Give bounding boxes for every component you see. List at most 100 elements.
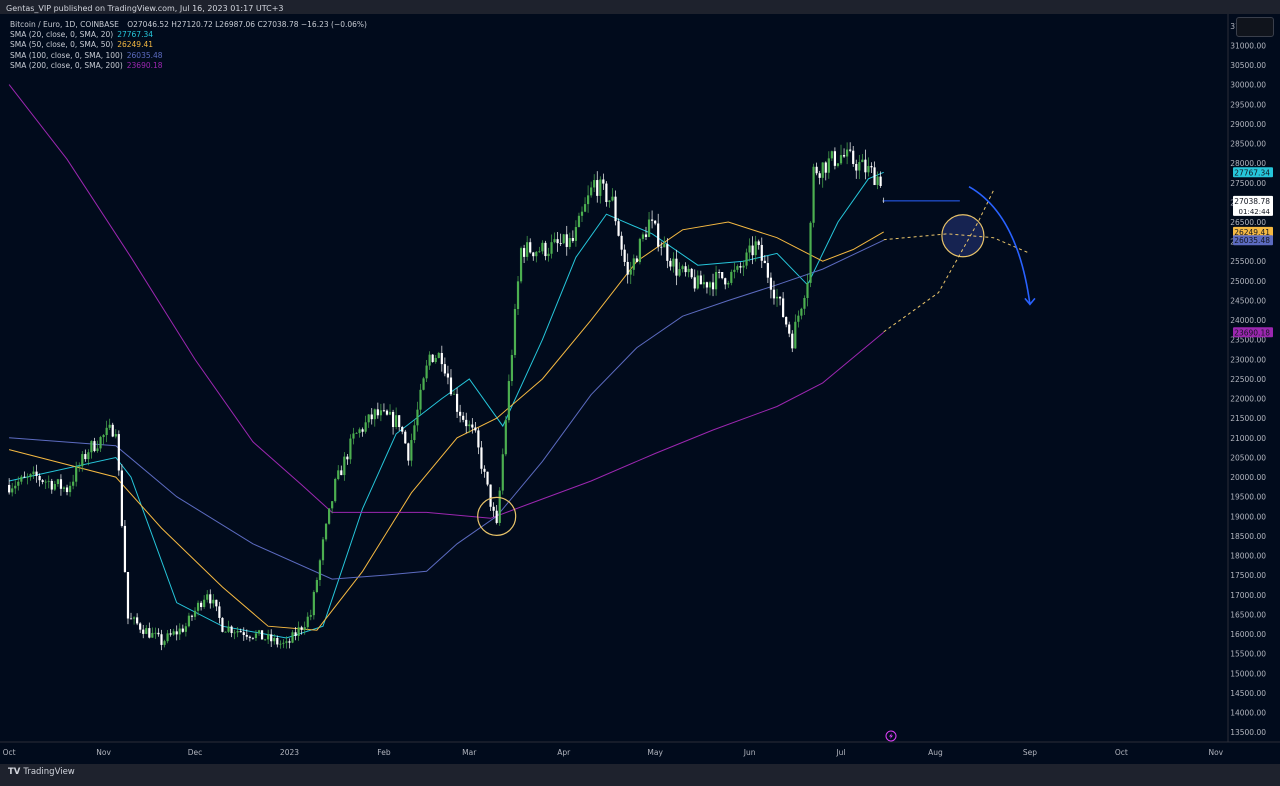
legend-sma100-row[interactable]: SMA (100, close, 0, SMA, 100) 26035.48	[10, 51, 367, 61]
candle[interactable]	[300, 625, 303, 635]
candle[interactable]	[775, 288, 779, 307]
candle[interactable]	[364, 415, 367, 434]
candle[interactable]	[742, 260, 745, 276]
candle[interactable]	[358, 427, 361, 438]
candle[interactable]	[711, 273, 715, 297]
candle[interactable]	[142, 624, 145, 639]
candle[interactable]	[242, 627, 245, 641]
candle[interactable]	[788, 321, 791, 338]
candle[interactable]	[166, 630, 169, 644]
candle[interactable]	[181, 624, 184, 633]
candle[interactable]	[678, 262, 681, 278]
candle[interactable]	[236, 627, 239, 638]
candle[interactable]	[620, 231, 623, 256]
candle[interactable]	[187, 612, 191, 628]
candle[interactable]	[163, 639, 166, 648]
candle[interactable]	[529, 238, 532, 254]
candle[interactable]	[26, 473, 29, 485]
candle[interactable]	[75, 461, 78, 487]
candle[interactable]	[306, 612, 309, 631]
candle[interactable]	[221, 617, 224, 633]
candle[interactable]	[288, 638, 291, 649]
candle[interactable]	[858, 154, 861, 180]
candle[interactable]	[696, 270, 699, 290]
candle[interactable]	[276, 635, 279, 648]
candle[interactable]	[416, 401, 419, 432]
candle[interactable]	[550, 234, 553, 259]
candle[interactable]	[17, 476, 20, 491]
candle[interactable]	[452, 390, 456, 395]
candle[interactable]	[535, 250, 538, 263]
candle[interactable]	[239, 628, 242, 633]
candle[interactable]	[72, 474, 75, 490]
candle[interactable]	[480, 440, 483, 474]
candle[interactable]	[446, 365, 450, 385]
candle[interactable]	[117, 430, 120, 476]
legend-sma200-row[interactable]: SMA (200, close, 0, SMA, 200) 23690.18	[10, 61, 367, 71]
candle[interactable]	[669, 258, 672, 271]
candle[interactable]	[401, 425, 404, 435]
candle[interactable]	[867, 157, 870, 177]
candle[interactable]	[105, 420, 108, 443]
candle[interactable]	[206, 590, 209, 603]
price-label-sma50[interactable]: 26249.41	[1233, 226, 1273, 237]
candle[interactable]	[184, 622, 187, 637]
candle[interactable]	[556, 231, 559, 252]
highlight-circle-march[interactable]	[477, 496, 517, 536]
candle[interactable]	[760, 237, 763, 268]
candle[interactable]	[580, 206, 584, 222]
candle[interactable]	[410, 433, 413, 467]
candle[interactable]	[827, 151, 830, 179]
candle[interactable]	[84, 449, 87, 462]
candle[interactable]	[526, 235, 529, 261]
candle[interactable]	[160, 629, 163, 651]
candle[interactable]	[44, 479, 47, 490]
candle[interactable]	[230, 625, 233, 638]
highlight-circle-august[interactable]	[941, 214, 985, 258]
candle[interactable]	[462, 412, 465, 423]
candle[interactable]	[486, 471, 489, 487]
candle[interactable]	[279, 640, 282, 649]
candle[interactable]	[836, 163, 840, 168]
candle[interactable]	[797, 310, 800, 328]
candle[interactable]	[154, 627, 157, 639]
candle[interactable]	[745, 248, 748, 270]
candle[interactable]	[398, 414, 401, 431]
candle[interactable]	[120, 464, 123, 528]
candle[interactable]	[803, 295, 806, 315]
candle[interactable]	[395, 407, 398, 430]
candle[interactable]	[647, 211, 651, 238]
chart-settings-button[interactable]	[1236, 17, 1274, 37]
candle[interactable]	[267, 629, 270, 644]
candle[interactable]	[102, 433, 105, 445]
candle[interactable]	[367, 414, 370, 428]
candle[interactable]	[501, 448, 504, 495]
candle[interactable]	[11, 482, 14, 497]
candle[interactable]	[833, 147, 837, 170]
candle[interactable]	[809, 221, 812, 288]
candle[interactable]	[126, 571, 130, 625]
candle[interactable]	[684, 262, 687, 277]
candle[interactable]	[254, 630, 258, 641]
candle[interactable]	[626, 253, 629, 284]
candle[interactable]	[663, 236, 666, 248]
candle[interactable]	[583, 197, 587, 213]
candle[interactable]	[68, 481, 72, 497]
candle[interactable]	[111, 422, 114, 438]
candle[interactable]	[209, 589, 212, 609]
candle[interactable]	[251, 637, 255, 640]
candle[interactable]	[739, 262, 742, 274]
candle[interactable]	[757, 239, 760, 250]
candle[interactable]	[730, 269, 733, 286]
candle[interactable]	[178, 623, 181, 640]
candle[interactable]	[87, 449, 90, 466]
candle[interactable]	[605, 181, 608, 207]
candle[interactable]	[23, 471, 26, 478]
candle[interactable]	[553, 232, 556, 244]
candle[interactable]	[459, 404, 462, 423]
candle[interactable]	[699, 270, 702, 285]
candle[interactable]	[842, 148, 846, 158]
candle[interactable]	[59, 474, 63, 496]
candle[interactable]	[815, 162, 818, 176]
